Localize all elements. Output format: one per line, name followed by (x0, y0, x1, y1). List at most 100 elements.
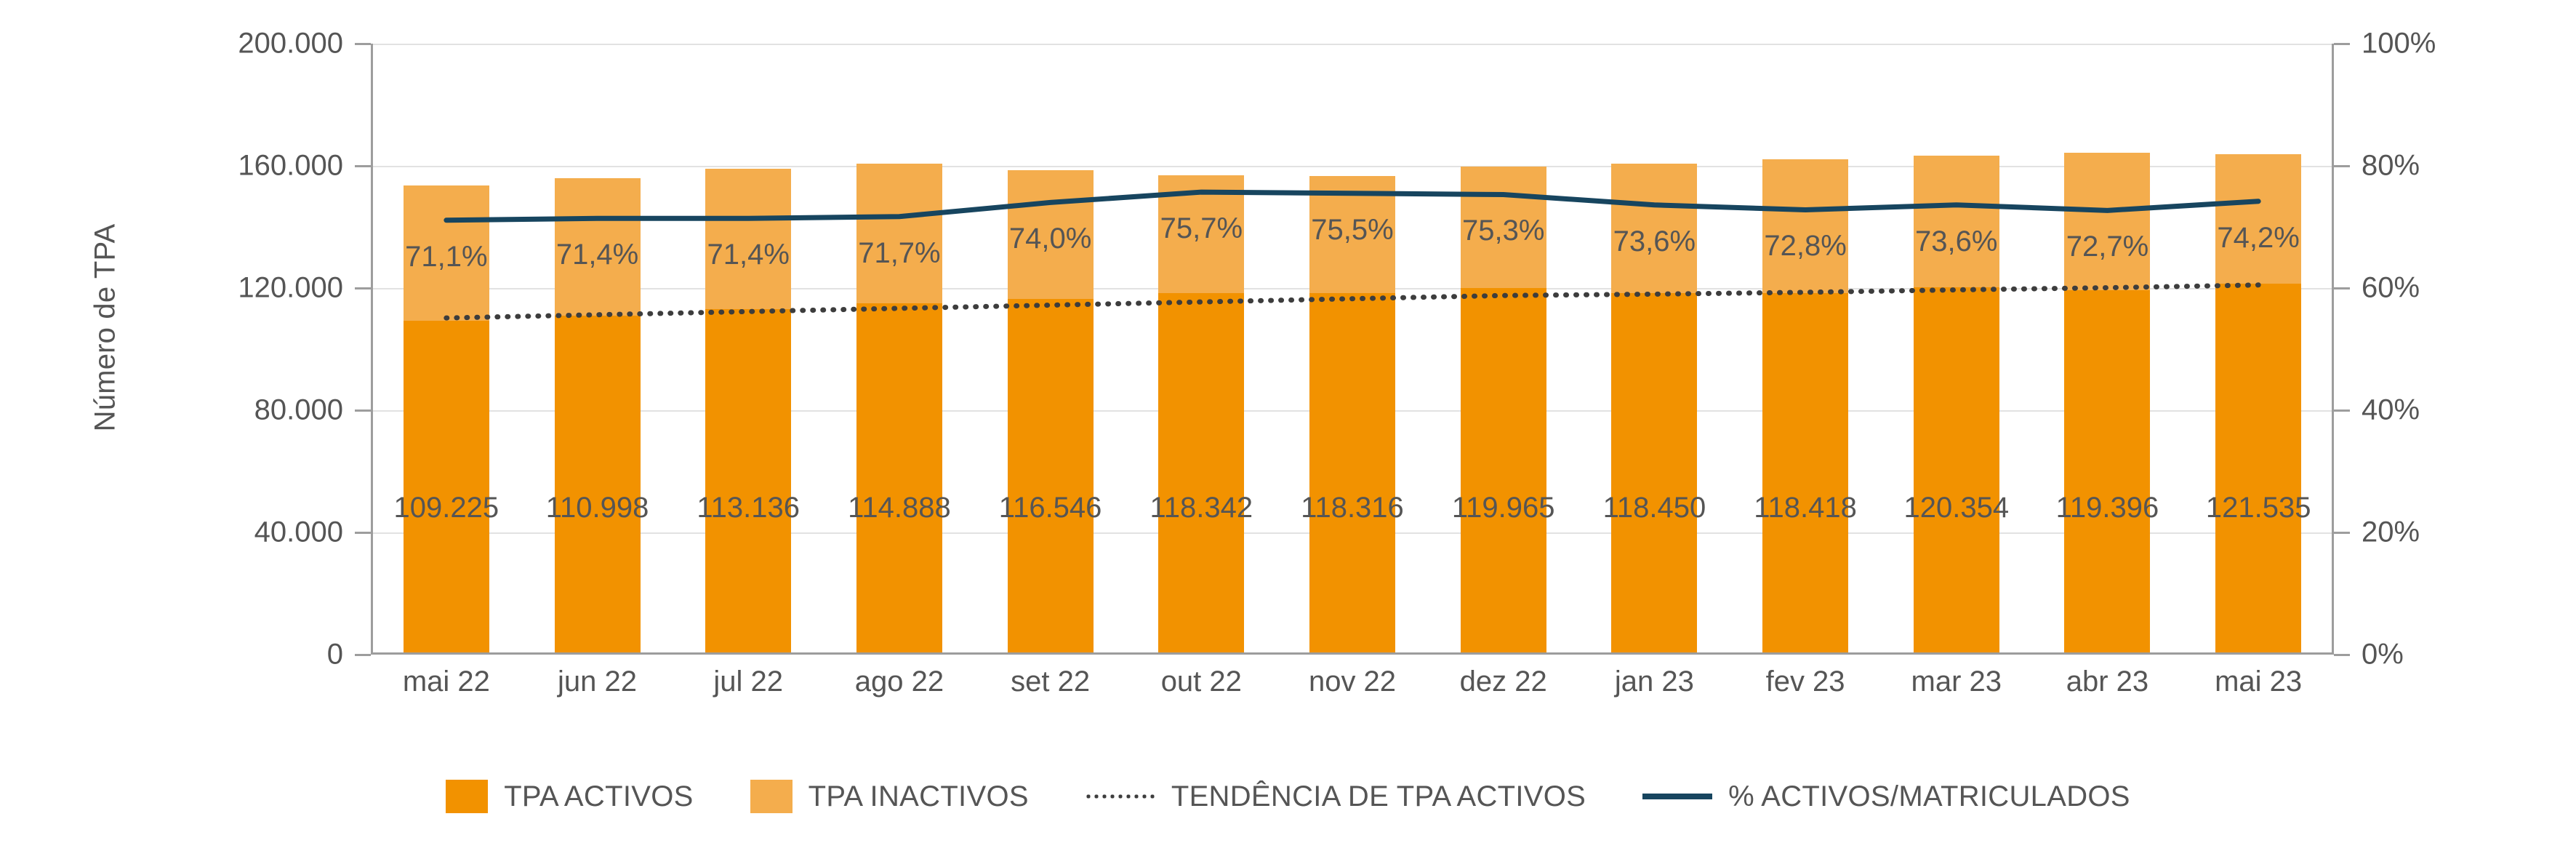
bar-stack[interactable] (1309, 175, 1395, 655)
bar-segment-active[interactable] (705, 308, 792, 655)
bar-value-label: 113.136 (697, 492, 801, 524)
bar-group[interactable]: 73,6% 118.450 (1579, 44, 1730, 655)
y-axis-left-tick (355, 654, 371, 656)
x-axis-tick-label: set 22 (1011, 666, 1091, 698)
x-axis-tick-label: mar 23 (1911, 666, 2002, 698)
bar-group[interactable]: 75,5% 118.316 (1277, 44, 1428, 655)
bars-layer: 71,1% 109.225 71,4% 110.998 71,4% 113.136 71,7… (371, 44, 2334, 655)
legend-item[interactable]: % ACTIVOS/MATRICULADOS (1642, 780, 2130, 813)
legend-label: TENDÊNCIA DE TPA ACTIVOS (1171, 780, 1586, 812)
bar-value-label: 118.316 (1301, 492, 1404, 524)
bar-segment-active[interactable] (1913, 287, 1999, 655)
bar-group[interactable]: 71,4% 110.998 (522, 44, 673, 655)
legend-label: TPA INACTIVOS (808, 780, 1029, 812)
legend-label: % ACTIVOS/MATRICULADOS (1728, 780, 2130, 812)
bar-segment-active[interactable] (1460, 288, 1546, 655)
x-axis-tick-label: nov 22 (1308, 666, 1397, 698)
bar-stack[interactable] (1611, 163, 1698, 655)
y-axis-left-tick (355, 165, 371, 167)
bar-group[interactable]: 71,1% 109.225 (371, 44, 522, 655)
bar-value-label: 119.396 (2055, 492, 2159, 524)
y-axis-right-tick-label: 80% (2362, 149, 2420, 182)
y-axis-right-tick (2334, 654, 2350, 656)
bar-segment-active[interactable] (1007, 298, 1094, 655)
y-axis-right-tick-label: 40% (2362, 393, 2420, 426)
bar-group[interactable]: 73,6% 120.354 (1881, 44, 2032, 655)
y-axis-right-tick-label: 20% (2362, 516, 2420, 548)
y-axis-left-tick-label: 40.000 (254, 516, 343, 548)
bar-segment-inactive[interactable] (856, 164, 942, 304)
legend-item[interactable]: TPA INACTIVOS (750, 780, 1029, 813)
bar-segment-inactive[interactable] (2064, 153, 2151, 290)
bar-stack[interactable] (2215, 153, 2302, 655)
bar-segment-inactive[interactable] (1913, 155, 1999, 287)
plot-area: 71,1% 109.225 71,4% 110.998 71,4% 113.136 71,7… (355, 43, 2350, 656)
y-axis-right-spine (2332, 44, 2334, 655)
y-axis-left-tick-label: 80.000 (254, 393, 343, 426)
bar-percent-label: 71,4% (555, 239, 639, 271)
y-axis-right-tick (2334, 43, 2350, 45)
y-axis-left-tick-label: 160.000 (238, 149, 343, 182)
y-axis-left-tick-label: 0 (326, 638, 343, 671)
bar-segment-inactive[interactable] (1762, 159, 1849, 293)
y-axis-right-tick (2334, 532, 2350, 534)
bar-stack[interactable] (856, 164, 942, 655)
x-axis-tick-label: mai 22 (402, 666, 490, 698)
x-axis-tick-label: jul 22 (713, 666, 784, 698)
bar-segment-active[interactable] (1309, 293, 1395, 655)
bar-value-label: 119.965 (1451, 492, 1555, 524)
y-axis-right-tick-label: 0% (2362, 638, 2404, 671)
bar-segment-inactive[interactable] (1611, 163, 1698, 293)
y-axis-left-tick (355, 532, 371, 534)
bar-segment-active[interactable] (1762, 292, 1849, 655)
bar-value-label: 120.354 (1903, 492, 2010, 524)
y-axis-right-tick (2334, 165, 2350, 167)
y-axis-right-tick (2334, 409, 2350, 412)
y-axis-title: Número de TPA (0, 0, 211, 655)
bar-segment-inactive[interactable] (1460, 166, 1546, 289)
bar-value-label: 118.418 (1754, 492, 1857, 524)
bar-segment-active[interactable] (403, 321, 489, 655)
bar-percent-label: 73,6% (1613, 225, 1696, 257)
y-axis-left-tick (355, 409, 371, 412)
bar-stack[interactable] (705, 169, 792, 655)
bar-group[interactable]: 74,2% 121.535 (2183, 44, 2334, 655)
legend-swatch-inactive-icon (750, 780, 793, 813)
bar-percent-label: 75,3% (1461, 215, 1545, 247)
bar-value-label: 109.225 (393, 492, 499, 524)
bar-group[interactable]: 71,4% 113.136 (673, 44, 824, 655)
bar-value-label: 114.888 (848, 492, 951, 524)
bar-group[interactable]: 75,3% 119.965 (1428, 44, 1579, 655)
gridline (371, 166, 2334, 167)
bar-group[interactable]: 71,7% 114.888 (824, 44, 975, 655)
bar-stack[interactable] (1007, 170, 1094, 655)
bar-group[interactable]: 75,7% 118.342 (1126, 44, 1277, 655)
x-axis-tick-label: dez 22 (1459, 666, 1547, 698)
bar-segment-active[interactable] (1611, 292, 1698, 655)
bar-group[interactable]: 74,0% 116.546 (975, 44, 1126, 655)
x-axis-line (371, 652, 2334, 655)
y-axis-left-tick (355, 43, 371, 45)
bar-stack[interactable] (1158, 175, 1245, 655)
bar-value-label: 110.998 (545, 492, 649, 524)
x-axis-labels: mai 22 jun 22 jul 22 ago 22 set 22 out 22 nov … (371, 666, 2334, 716)
legend-item[interactable]: TPA ACTIVOS (446, 780, 693, 813)
bar-value-label: 118.342 (1149, 492, 1253, 524)
bar-stack[interactable] (2064, 153, 2151, 655)
bar-percent-label: 71,1% (405, 240, 488, 273)
y-axis-left-tick (355, 287, 371, 289)
bar-segment-inactive[interactable] (2215, 153, 2302, 284)
bar-segment-active[interactable] (2064, 289, 2151, 655)
legend-label: TPA ACTIVOS (504, 780, 694, 812)
bar-stack[interactable] (1762, 159, 1849, 655)
x-axis-tick-label: jan 23 (1614, 666, 1694, 698)
bar-segment-active[interactable] (2215, 283, 2302, 655)
bar-segment-active[interactable] (554, 315, 641, 655)
bar-segment-active[interactable] (1158, 292, 1245, 655)
bar-stack[interactable] (1460, 166, 1546, 655)
bar-group[interactable]: 72,7% 119.396 (2032, 44, 2183, 655)
bar-segment-active[interactable] (856, 303, 942, 655)
bar-group[interactable]: 72,8% 118.418 (1730, 44, 1881, 655)
legend-item[interactable]: TENDÊNCIA DE TPA ACTIVOS (1085, 780, 1586, 813)
